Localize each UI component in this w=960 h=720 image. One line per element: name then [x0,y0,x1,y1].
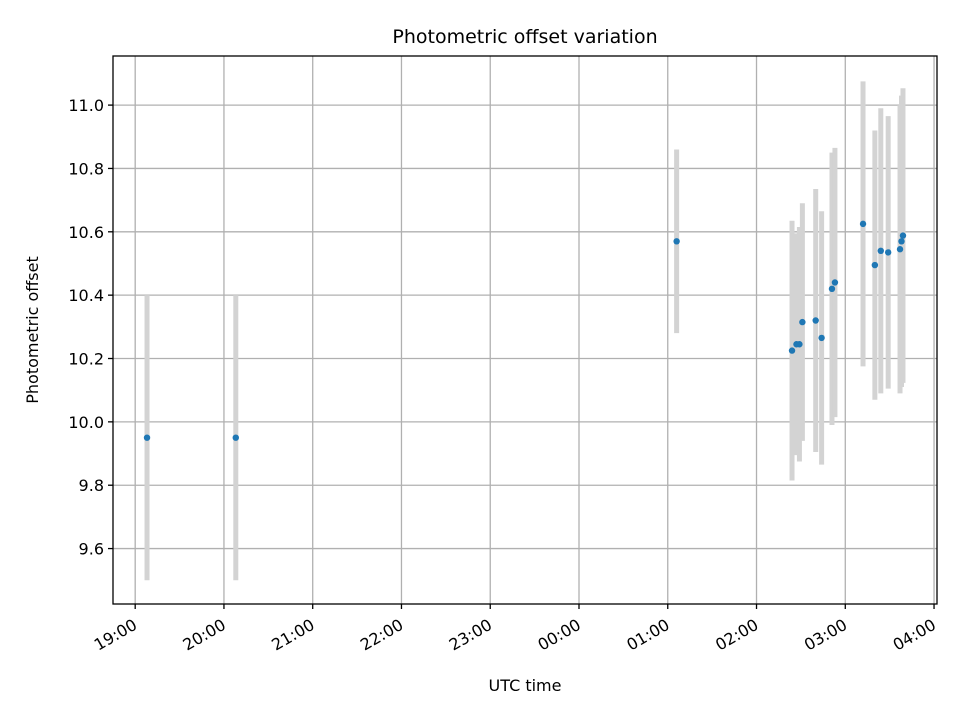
data-point [871,261,879,269]
data-point [899,232,907,239]
data-points [143,220,907,441]
y-tick-label: 10.4 [68,286,104,305]
y-tick-label: 10.0 [68,413,104,432]
x-axis-label: UTC time [489,676,562,695]
data-point [896,246,904,253]
data-point [818,334,825,342]
data-point [788,347,796,354]
y-tick-label: 11.0 [68,96,104,115]
data-point [828,285,836,293]
plot-frame [112,55,938,605]
y-axis-label: Photometric offset [23,256,42,404]
data-point [143,434,151,441]
y-tick-label: 9.8 [79,476,104,495]
data-point [232,434,239,441]
data-point [796,341,803,348]
y-tick-label: 9.6 [79,540,104,559]
data-point [673,238,680,245]
data-point [898,238,905,245]
y-tick-label: 10.6 [68,223,104,242]
grid [113,56,937,604]
data-point [812,317,819,324]
data-point [859,220,867,228]
data-point [877,247,884,255]
chart-title: Photometric offset variation [392,26,657,48]
y-tick-label: 10.2 [68,350,104,369]
y-axis-ticks: 9.6 9.8 10.0 10.2 10.4 10.6 10.8 11.0 [68,96,113,559]
data-point [799,318,806,326]
data-point [884,249,892,256]
data-point [831,279,839,286]
y-tick-label: 10.8 [68,159,104,178]
